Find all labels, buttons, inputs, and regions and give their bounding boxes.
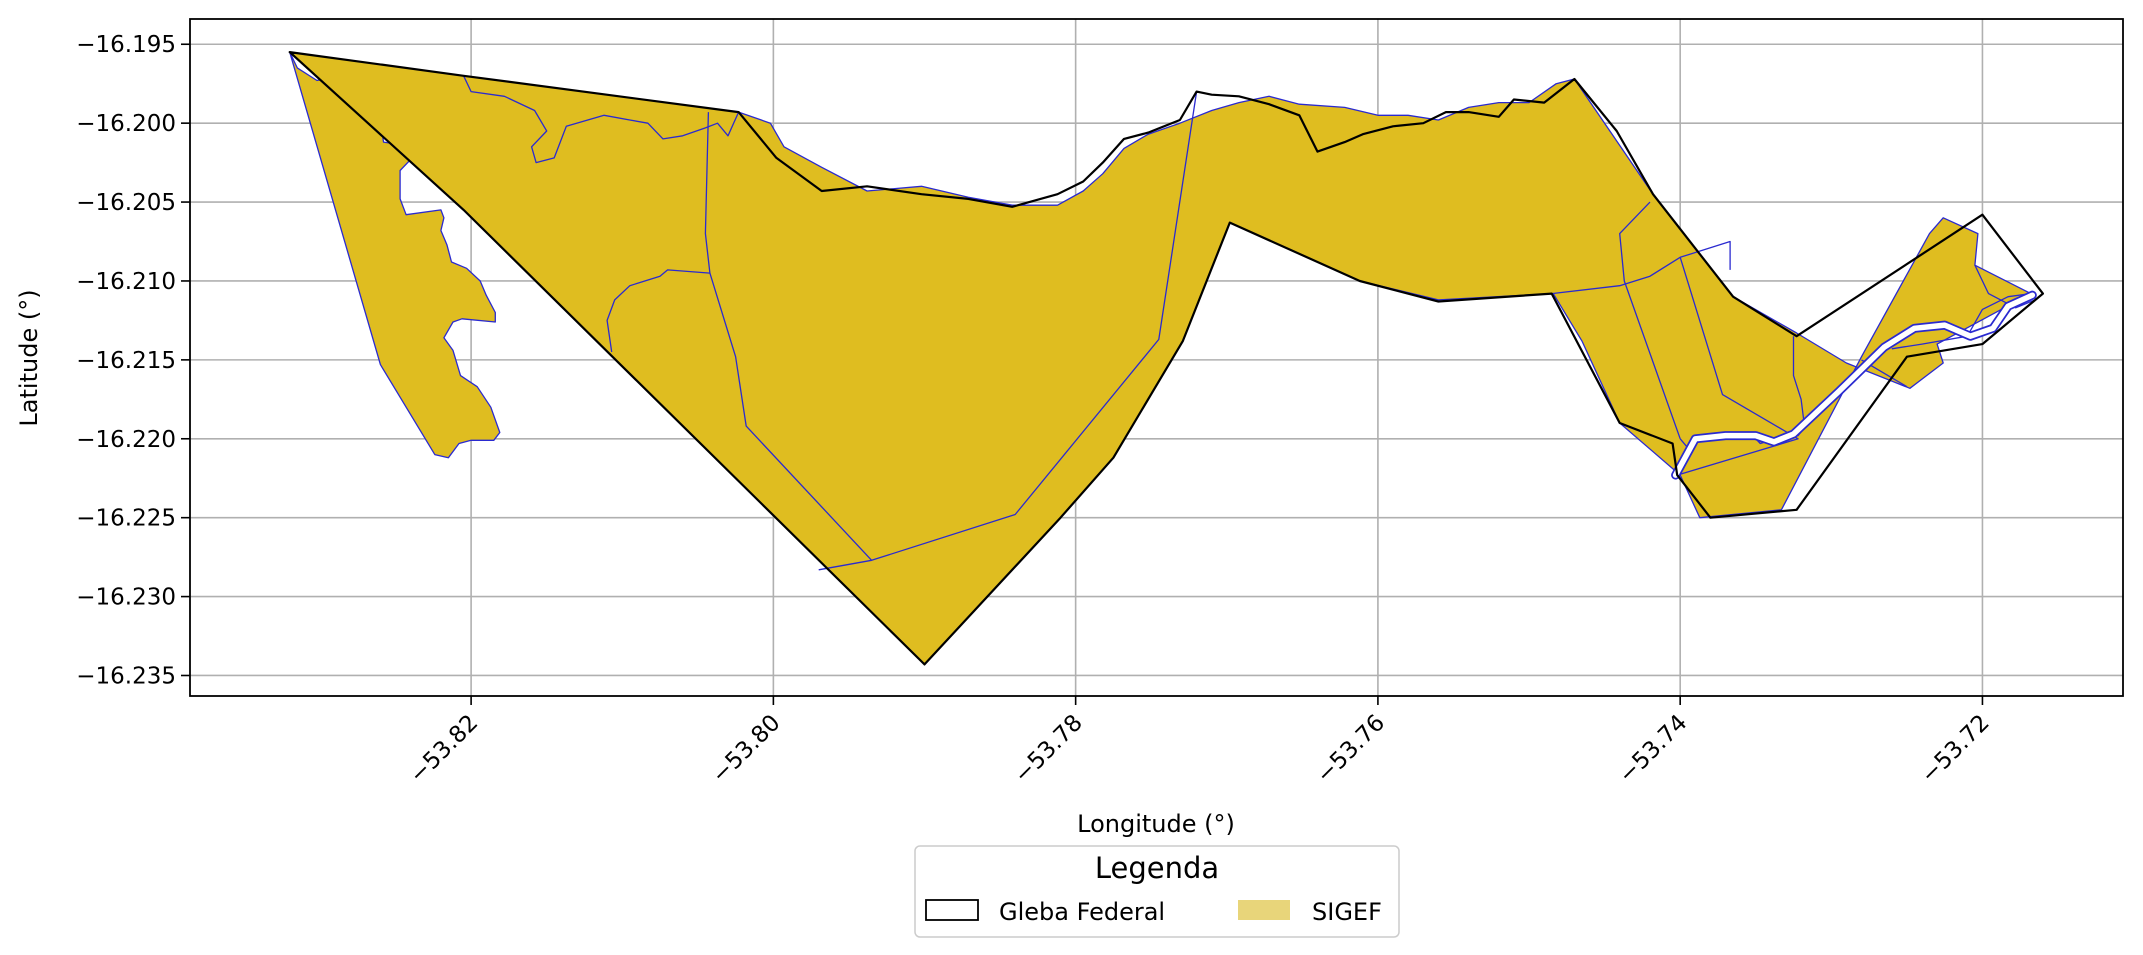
legend-label-sigef: SIGEF xyxy=(1312,898,1382,926)
y-tick-label-2: −16.205 xyxy=(76,190,176,216)
sigef-parcel-boundary-2 xyxy=(871,91,1198,561)
y-tick-label-6: −16.225 xyxy=(76,506,176,532)
sigef-parcel-west xyxy=(289,51,501,459)
legend-swatch-gleba-federal xyxy=(925,899,979,921)
y-tick-label-3: −16.210 xyxy=(76,269,176,295)
y-tick-label-1: −16.200 xyxy=(76,111,176,137)
sigef-parcel-boundary-3 xyxy=(606,269,710,353)
map-layers xyxy=(288,50,2045,666)
y-tick-label-4: −16.215 xyxy=(76,348,176,374)
legend: Legenda Gleba Federal SIGEF xyxy=(914,845,1400,938)
plot-frame xyxy=(189,18,2124,697)
sigef-parcel-boundary-5 xyxy=(1619,201,1681,440)
sigef-parcel-boundary-9 xyxy=(1891,292,2031,350)
legend-swatch-sigef xyxy=(1238,900,1290,920)
river-channel xyxy=(1672,292,2036,478)
y-axis-ticks: −16.195 −16.200 −16.205 −16.210 −16.215 −16.2… xyxy=(76,32,190,689)
sigef-parcel-boundary-11 xyxy=(1974,264,2036,309)
sigef-parcel-boundary-4 xyxy=(1551,240,1731,295)
y-tick-label-8: −16.235 xyxy=(76,663,176,689)
y-tick-label-7: −16.230 xyxy=(76,585,176,611)
sigef-parcel-boundary-6 xyxy=(1677,257,1799,476)
gleba-federal-outline xyxy=(288,50,2045,666)
x-axis-title: Longitude (°) xyxy=(1077,810,1235,838)
legend-label-gleba-federal: Gleba Federal xyxy=(999,898,1165,926)
y-axis-title: Latitude (°) xyxy=(15,289,43,426)
y-tick-label-0: −16.195 xyxy=(76,32,176,58)
y-tick-label-5: −16.220 xyxy=(76,427,176,453)
legend-title: Legenda xyxy=(1095,851,1219,885)
